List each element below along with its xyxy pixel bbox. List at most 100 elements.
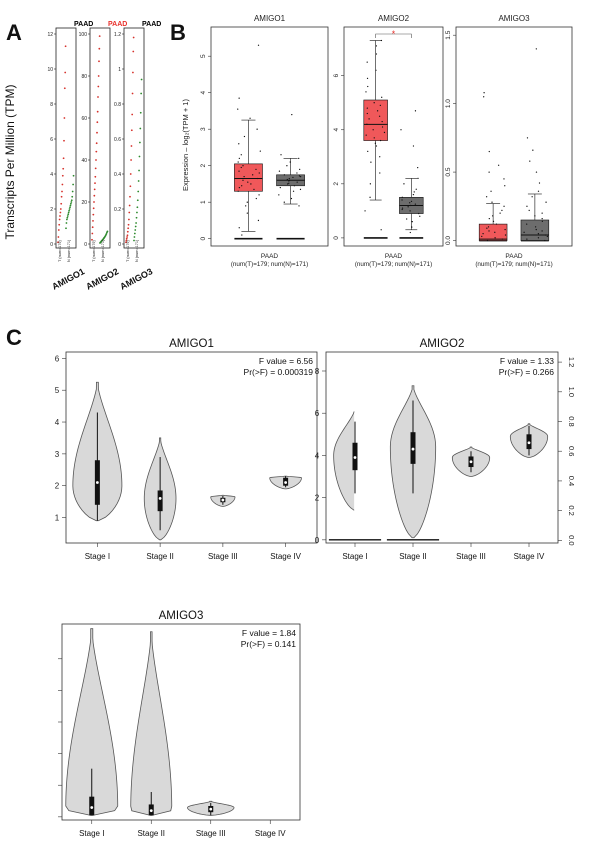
panel-b-point: [367, 150, 369, 153]
panel-b-point: [541, 212, 543, 214]
panel-b-point: [410, 200, 413, 203]
panel-c-xtick-label: Stage I: [85, 552, 110, 561]
panel-a-tumor-point: [94, 182, 96, 185]
panel-c-violin-median: [90, 806, 94, 809]
panel-b-point: [503, 205, 505, 207]
panel-b-point: [250, 183, 252, 185]
panel-b-point: [411, 226, 413, 228]
panel-b-point: [482, 233, 484, 235]
panel-b-point: [526, 205, 528, 207]
panel-b-point: [537, 237, 540, 239]
panel-c-ytick-label: 4: [315, 451, 320, 460]
panel-a-tumor-point: [131, 113, 134, 116]
panel-b-box-t: [363, 99, 388, 141]
panel-c-violin: [333, 411, 355, 511]
panel-c-xtick-label: Stage II: [146, 552, 174, 561]
panel-b-point: [486, 239, 489, 242]
panel-b-box-n: [520, 219, 550, 241]
panel-a-normal-point: [136, 206, 139, 209]
panel-b-point: [499, 212, 501, 214]
panel-a-tumor-point: [92, 213, 95, 216]
panel-a-tumor-point: [132, 71, 134, 74]
panel-a-tumor-point: [126, 236, 128, 238]
panel-b-point: [494, 237, 496, 239]
panel-a-tumor-point: [61, 174, 64, 177]
panel-a-tumor-point: [64, 45, 67, 48]
panel-c-ytick-label: 5: [55, 386, 60, 395]
panel-b-point: [535, 171, 538, 173]
panel-c-right-ytick-label: 0.6: [567, 446, 576, 456]
panel-b-point: [365, 91, 367, 93]
panel-b-point: [241, 185, 243, 187]
panel-b-point: [531, 196, 533, 198]
panel-b-point: [238, 143, 240, 145]
panel-a-normal-point: [106, 230, 109, 233]
panel-b-point: [529, 160, 531, 162]
panel-b-point: [534, 226, 537, 228]
panel-a-frame: [55, 27, 77, 249]
panel-a-frame: [89, 27, 111, 249]
panel-b-point: [366, 107, 368, 109]
panel-b-point: [298, 205, 300, 207]
panel-a-ytick-label: 0: [118, 242, 121, 248]
panel-c-violin-median: [353, 456, 357, 459]
panel-b-point: [545, 201, 547, 203]
panel-a-ytick-label: 20: [81, 200, 87, 206]
panel-b-point: [412, 193, 415, 196]
panel-a-ytick-label: 0.8: [114, 102, 121, 108]
panel-b-point: [378, 115, 381, 117]
panel-a-gene-label: AMIGO3: [118, 266, 154, 292]
panel-c-xtick-label: Stage III: [456, 552, 486, 561]
panel-b-point: [379, 172, 381, 174]
panel-b-point: [259, 150, 261, 152]
panel-a-ytick-label: 40: [81, 158, 87, 164]
panel-b-ytick-label: 5: [200, 54, 207, 58]
panel-a-tumor-point: [91, 232, 94, 235]
panel-b-point: [380, 229, 382, 231]
panel-label-c: C: [6, 325, 22, 350]
panel-b-ytick-label: 2: [333, 182, 340, 186]
panel-b-point: [411, 221, 413, 223]
panel-b-title: AMIGO3: [498, 14, 530, 23]
panel-b-point: [257, 44, 260, 46]
panel-b-title: AMIGO2: [378, 14, 410, 23]
panel-b-point: [242, 179, 244, 181]
panel-b-point: [417, 166, 419, 169]
panel-b-point: [288, 179, 291, 181]
panel-b-point: [485, 196, 488, 198]
panel-b-point: [374, 142, 377, 144]
panel-b-point: [372, 129, 374, 131]
panel-b-point: [238, 186, 241, 189]
panel-b-point: [504, 185, 506, 187]
panel-a-normal-point: [65, 227, 67, 230]
panel-b-subplot-amigo1: AMIGO1 0 1 2 3 4 5 PAAD(num(T)=179; num(N)=171): [200, 14, 329, 268]
panel-b-point: [252, 174, 254, 176]
panel-c-title: AMIGO1: [169, 338, 214, 350]
panel-c-xtick-label: Stage IV: [255, 829, 286, 838]
panel-b-point: [414, 110, 417, 112]
panel-b-point: [256, 128, 258, 130]
panel-b-point: [488, 230, 490, 232]
panel-a-ytick-label: 8: [50, 102, 53, 108]
panel-a-tumor-point: [92, 207, 95, 210]
panel-b-point: [537, 233, 540, 235]
panel-b-boxplots: Expression – log₂(TPM + 1) AMIGO1 0 1 2 3 4 5 PA…: [181, 14, 573, 268]
panel-a-tumor-point: [91, 238, 93, 241]
panel-c-xtick-label: Stage III: [196, 829, 226, 838]
panel-a-cancer-label: PAAD: [108, 21, 127, 28]
panel-a-subplot-amigo1: 0 2 4 6 8 10 12 PAAD T (num=179) N (num=171) AMIGO…: [47, 21, 93, 292]
panel-a-tumor-point: [125, 239, 128, 242]
panel-a-cancer-label: PAAD: [142, 21, 161, 28]
panel-b-point: [375, 53, 378, 55]
panel-b-point: [541, 220, 543, 223]
panel-b-point: [413, 191, 415, 193]
panel-a-normal-point: [140, 92, 143, 95]
panel-a-tumor-point: [94, 175, 97, 178]
panel-b-title: AMIGO1: [254, 14, 286, 23]
panel-b-point: [375, 145, 378, 147]
panel-a-tumor-point: [63, 87, 66, 90]
panel-a-normal-point: [68, 208, 71, 210]
panel-b-point: [238, 157, 240, 160]
panel-a-normal-point: [135, 222, 138, 224]
